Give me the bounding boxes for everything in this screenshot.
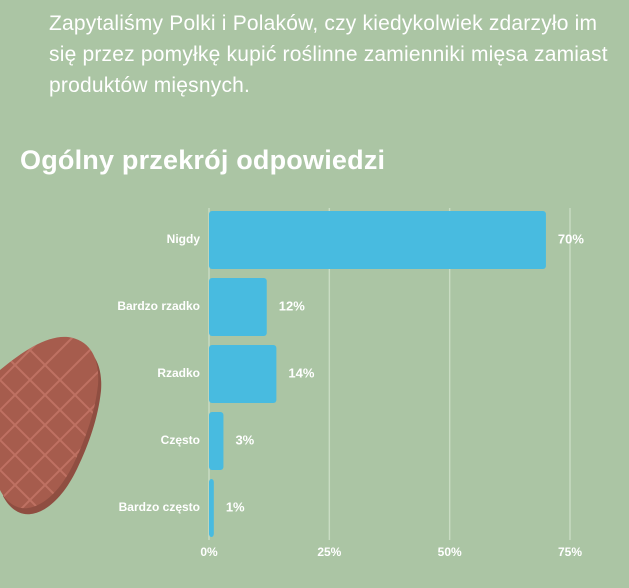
x-tick-label-1: 25% (317, 545, 341, 559)
bar-2 (209, 345, 277, 403)
value-label-4: 1% (226, 499, 245, 514)
x-tick-label-2: 50% (438, 545, 462, 559)
bar-4 (209, 479, 214, 537)
category-label-0: Nigdy (167, 232, 201, 246)
bar-1 (209, 278, 267, 336)
category-label-3: Często (161, 433, 200, 447)
value-label-1: 12% (279, 298, 305, 313)
x-tick-label-3: 75% (558, 545, 582, 559)
bar-3 (209, 412, 224, 470)
category-label-1: Bardzo rzadko (117, 299, 200, 313)
intro-text: Zapytaliśmy Polki i Polaków, czy kiedyko… (49, 12, 608, 97)
bar-0 (209, 211, 546, 269)
label-layer: 0% 25% 50% 75% Nigdy 70% Bardzo rzadko 12% Rzadk… (117, 231, 584, 559)
value-label-3: 3% (235, 432, 254, 447)
value-label-0: 70% (558, 231, 584, 246)
value-label-2: 14% (288, 365, 314, 380)
section-title: Ogólny przekrój odpowiedzi (20, 145, 386, 175)
category-label-4: Bardzo często (119, 500, 200, 514)
category-label-2: Rzadko (157, 366, 200, 380)
x-tick-label-0: 0% (200, 545, 218, 559)
bar-layer (209, 211, 546, 537)
